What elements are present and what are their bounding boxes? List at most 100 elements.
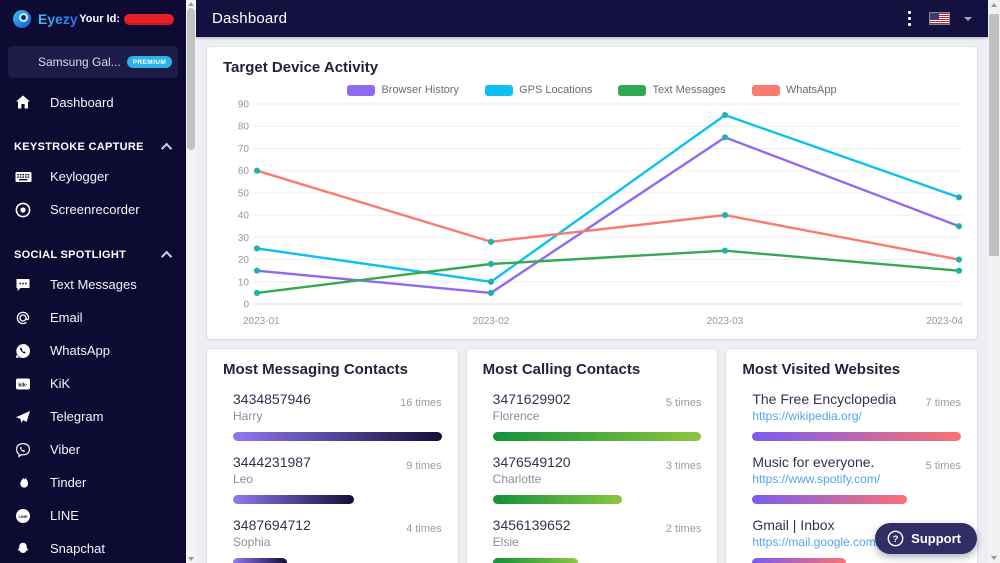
sidebar: Eyezy Your Id: Samsung Gal... PREMIUM — [0, 0, 186, 563]
website-url[interactable]: https://mail.google.com/ — [752, 535, 880, 550]
viber-icon — [14, 442, 32, 458]
usage-bar — [492, 432, 702, 442]
svg-text:30: 30 — [238, 233, 250, 244]
sidebar-item-snapchat[interactable]: Snapchat — [0, 532, 186, 563]
website-title: The Free Encyclopedia — [752, 391, 897, 407]
scroll-down-icon[interactable] — [988, 554, 1000, 562]
sidebar-item-label: Email — [50, 310, 83, 325]
sidebar-item-dashboard[interactable]: Dashboard — [0, 86, 186, 118]
sidebar-item-label: Tinder — [50, 475, 87, 490]
sidebar-item-label: LINE — [50, 508, 79, 523]
times-count: 2 times — [665, 523, 702, 536]
kebab-menu-icon[interactable] — [904, 9, 916, 29]
home-icon — [14, 94, 32, 110]
sidebar-item-tinder[interactable]: Tinder — [0, 466, 186, 499]
legend-label: WhatsApp — [785, 84, 837, 96]
chat-bubble-icon — [14, 277, 32, 293]
usage-bar — [492, 558, 579, 563]
contact-name: Sophia — [233, 535, 271, 550]
legend-item[interactable]: Browser History — [347, 84, 459, 96]
contact-name: Leo — [233, 472, 254, 487]
svg-text:20: 20 — [238, 255, 250, 266]
website-url[interactable]: https://www.spotify.com/ — [752, 472, 881, 487]
usage-bar — [492, 495, 623, 505]
section-social-spotlight[interactable]: SOCIAL SPOTLIGHT — [0, 242, 186, 268]
section-label: KEYSTROKE CAPTURE — [14, 141, 144, 153]
telegram-icon — [14, 409, 32, 425]
scroll-up-icon[interactable] — [186, 0, 196, 8]
kik-icon: kik· — [14, 376, 32, 392]
usage-bar — [233, 558, 288, 563]
svg-text:2023-01: 2023-01 — [243, 316, 280, 327]
chevron-up-icon — [160, 250, 173, 263]
times-count: 16 times — [400, 397, 442, 409]
page-scrollbar[interactable] — [988, 0, 1000, 563]
sidebar-item-screenrecorder[interactable]: Screenrecorder — [0, 193, 186, 226]
sidebar-item-viber[interactable]: Viber — [0, 433, 186, 466]
sidebar-scrollbar[interactable] — [186, 0, 196, 563]
legend-item[interactable]: Text Messages — [618, 84, 726, 96]
sidebar-item-whatsapp[interactable]: WhatsApp — [0, 334, 186, 367]
sidebar-item-line[interactable]: LINE LINE — [0, 499, 186, 532]
snapchat-icon — [14, 541, 32, 557]
legend-swatch — [618, 84, 647, 96]
premium-badge: PREMIUM — [126, 56, 173, 68]
support-button[interactable]: ? Support — [875, 523, 977, 554]
legend-swatch — [347, 84, 376, 96]
times-count: 7 times — [925, 397, 961, 409]
website-title: Music for everyone. — [752, 454, 875, 471]
contact-row: 3456139652 Elsie 2 times — [483, 517, 702, 563]
contact-row: 3476549120 Charlotte 3 times — [483, 454, 701, 505]
card-title: Most Calling Contacts — [482, 361, 641, 378]
scroll-up-icon[interactable] — [988, 1, 1000, 9]
contact-row: 3471629902 Florence 5 times — [483, 391, 702, 442]
whatsapp-icon — [14, 343, 32, 359]
contact-number: 3456139652 — [492, 517, 571, 534]
sidebar-item-kik[interactable]: kik· KiK — [0, 367, 186, 400]
times-count: 9 times — [406, 460, 442, 473]
section-label: SOCIAL SPOTLIGHT — [14, 249, 127, 261]
your-id-label: Your Id: — [79, 13, 120, 25]
svg-text:70: 70 — [238, 144, 250, 155]
svg-text:60: 60 — [238, 166, 250, 177]
contact-number: 3476549120 — [492, 454, 571, 471]
eyezy-logo-icon — [13, 10, 31, 28]
keyboard-icon — [14, 169, 32, 185]
contact-name: Harry — [233, 409, 263, 424]
top-header: Dashboard — [196, 0, 988, 37]
sidebar-item-keylogger[interactable]: Keylogger — [0, 160, 186, 193]
sidebar-item-label: Text Messages — [50, 277, 137, 292]
legend-item[interactable]: GPS Locations — [485, 84, 592, 96]
contact-number: 3434857946 — [233, 391, 311, 407]
legend-label: Browser History — [381, 84, 460, 96]
contact-number: 3471629902 — [492, 391, 571, 407]
svg-text:0: 0 — [243, 300, 249, 311]
usage-bar — [233, 432, 442, 442]
chevron-up-icon — [160, 142, 173, 155]
section-keystroke-capture[interactable]: KEYSTROKE CAPTURE — [0, 134, 186, 160]
chevron-down-icon[interactable] — [964, 16, 972, 21]
legend-item[interactable]: WhatsApp — [751, 84, 837, 96]
chart-legend: Browser History GPS Locations Text Message… — [223, 84, 961, 96]
website-url[interactable]: https://wikipedia.org/ — [752, 409, 862, 424]
content: Target Device Activity Browser History GP… — [196, 37, 988, 563]
sidebar-scrollbar-thumb[interactable] — [187, 8, 195, 150]
legend-swatch — [751, 84, 780, 96]
svg-text:80: 80 — [238, 122, 250, 133]
contact-number: 3444231987 — [233, 454, 311, 471]
sidebar-item-label: Dashboard — [50, 94, 114, 110]
main-area: Dashboard Target Device Activity Browser… — [196, 0, 988, 563]
svg-text:50: 50 — [238, 188, 250, 199]
sidebar-item-text-messages[interactable]: Text Messages — [0, 268, 186, 301]
sidebar-item-email[interactable]: Email — [0, 301, 186, 334]
card-title: Most Visited Websites — [742, 361, 901, 378]
page-scrollbar-thumb[interactable] — [989, 14, 999, 256]
times-count: 5 times — [665, 397, 702, 409]
device-selector[interactable]: Samsung Gal... PREMIUM — [8, 46, 178, 78]
us-flag-icon[interactable] — [929, 12, 950, 25]
svg-text:2023-02: 2023-02 — [473, 316, 510, 327]
usage-bar — [752, 432, 961, 442]
sidebar-item-telegram[interactable]: Telegram — [0, 400, 186, 433]
scroll-down-icon[interactable] — [186, 555, 196, 563]
legend-swatch — [485, 84, 514, 96]
